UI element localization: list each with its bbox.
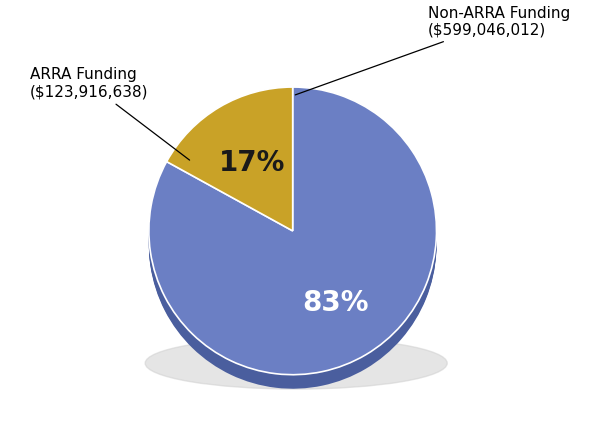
Wedge shape [167, 93, 292, 237]
Wedge shape [167, 98, 292, 241]
Text: ARRA Funding
($123,916,638): ARRA Funding ($123,916,638) [29, 67, 190, 160]
Wedge shape [167, 87, 292, 231]
Text: Non-ARRA Funding
($599,046,012): Non-ARRA Funding ($599,046,012) [295, 5, 570, 95]
Wedge shape [149, 92, 437, 379]
Text: 83%: 83% [302, 289, 368, 317]
Wedge shape [149, 90, 437, 378]
Wedge shape [149, 101, 437, 389]
Wedge shape [149, 98, 437, 385]
Wedge shape [167, 99, 292, 242]
Wedge shape [149, 90, 437, 377]
Wedge shape [149, 87, 437, 375]
Wedge shape [167, 92, 292, 236]
Wedge shape [167, 90, 292, 234]
Text: 17%: 17% [219, 149, 286, 177]
Wedge shape [167, 96, 292, 240]
Wedge shape [149, 88, 437, 376]
Wedge shape [167, 90, 292, 233]
Wedge shape [167, 95, 292, 239]
Wedge shape [167, 101, 292, 245]
Wedge shape [149, 95, 437, 383]
Wedge shape [149, 100, 437, 388]
Wedge shape [149, 96, 437, 384]
Wedge shape [149, 93, 437, 380]
Wedge shape [149, 94, 437, 382]
Wedge shape [167, 88, 292, 232]
Wedge shape [167, 100, 292, 244]
Ellipse shape [145, 337, 447, 389]
Wedge shape [167, 94, 292, 238]
Wedge shape [149, 99, 437, 386]
